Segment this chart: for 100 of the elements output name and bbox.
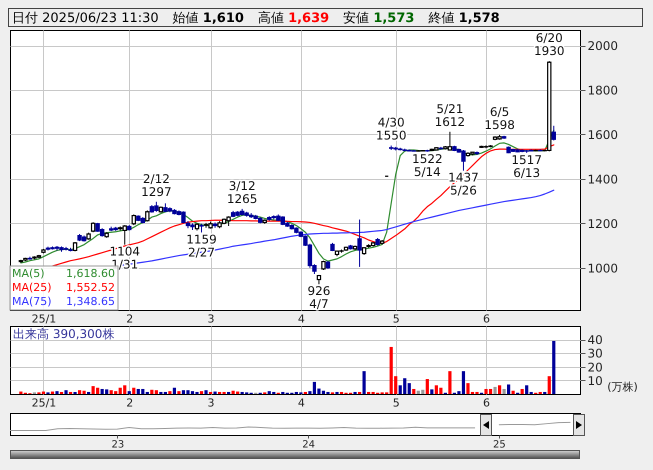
x-tick-label: 5 <box>392 396 400 410</box>
bar <box>412 388 416 394</box>
y-tick-label: 1800 <box>588 84 618 98</box>
annotation: 6/20 <box>536 31 563 46</box>
annotation: 2/12 <box>142 172 170 186</box>
y-tick-label: 2000 <box>588 39 618 54</box>
bar <box>232 390 235 394</box>
series-label: MA(5) <box>12 267 45 280</box>
bar <box>190 391 194 394</box>
x-tick-label: 4 <box>298 312 305 326</box>
y-tick-label: 40 <box>588 333 603 348</box>
annotation: 1,618.60 <box>66 267 115 280</box>
bar <box>466 383 470 394</box>
bar <box>462 371 466 394</box>
bar <box>520 388 524 394</box>
text: 高値 1,639 <box>258 11 330 26</box>
bar <box>172 388 176 394</box>
x-tick-label: 2 <box>126 312 134 326</box>
candlestick <box>132 214 136 226</box>
bar <box>498 385 502 394</box>
annotation: 926 <box>307 284 330 298</box>
text: 終値 1,578 <box>428 11 500 26</box>
annotation: 6/5 <box>490 104 510 119</box>
bar <box>128 391 131 394</box>
bar <box>552 340 556 394</box>
bar <box>204 390 208 394</box>
bar <box>78 390 82 394</box>
y-tick-label: 1600 <box>588 128 618 142</box>
text: 安値 1,573 <box>343 11 414 26</box>
candlestick <box>321 260 326 270</box>
annotation: 1104 <box>109 244 140 259</box>
bar <box>426 379 429 394</box>
annotation: 5/26 <box>450 184 477 198</box>
bar <box>132 388 136 394</box>
bar <box>200 391 204 394</box>
bar <box>439 388 442 394</box>
bar <box>92 386 95 394</box>
y-tick-label: 1400 <box>588 172 618 186</box>
annotation: 3/12 <box>228 178 256 193</box>
annotation: 1517 <box>511 152 542 167</box>
x-tick-label: 25/1 <box>32 312 56 326</box>
bar <box>322 390 326 394</box>
candlestick <box>226 216 231 226</box>
x-tick-label: 6 <box>483 396 490 410</box>
bar <box>430 389 434 394</box>
bar <box>484 388 488 394</box>
y-tick-label: 30 <box>588 346 603 361</box>
annotation: 4/7 <box>309 297 329 312</box>
bar <box>448 371 452 394</box>
text: MA(75) <box>12 295 52 308</box>
annotation: 6/13 <box>513 166 540 180</box>
bar <box>507 384 510 394</box>
candlestick <box>90 222 96 233</box>
annotation: 1612 <box>434 114 466 129</box>
x-tick-label: 25 <box>493 440 506 450</box>
annotation: 1,348.65 <box>66 295 115 308</box>
x-tick-label: 2 <box>126 396 134 410</box>
bar <box>177 391 181 394</box>
annotation: 5/14 <box>414 164 441 179</box>
annotation: 1598 <box>484 118 515 132</box>
bar <box>502 388 506 394</box>
annotation: 1550 <box>376 128 406 143</box>
bar <box>186 390 190 394</box>
annotation: 4/30 <box>378 116 405 130</box>
bar <box>168 391 172 394</box>
bar <box>548 376 551 394</box>
y-tick-label: 1200 <box>588 216 618 231</box>
annotation: 1265 <box>226 192 258 206</box>
annotation: 1159 <box>186 232 217 246</box>
annotation: 1522 <box>412 152 443 166</box>
annotation: 1,552.52 <box>66 281 115 294</box>
x-tick-label: 25/1 <box>32 396 56 410</box>
chart-title: 出来高 390,300株 <box>13 327 114 341</box>
x-tick-label: 23 <box>111 440 124 450</box>
bar <box>55 391 59 394</box>
x-tick-label: 3 <box>208 396 215 410</box>
bar <box>182 390 186 394</box>
x-tick-label: 24 <box>302 440 315 450</box>
x-tick-label: 6 <box>483 312 490 326</box>
annotation: 5/21 <box>436 102 464 116</box>
annotation: 1930 <box>534 44 565 58</box>
bar <box>312 382 316 394</box>
y-axis-title: (万株) <box>607 380 638 394</box>
candlestick <box>72 242 78 252</box>
bar <box>362 371 366 394</box>
x-tick-label: 5 <box>392 312 400 326</box>
y-tick-label: 1000 <box>588 261 618 276</box>
x-tick-label: 4 <box>298 396 305 410</box>
annotation: 1297 <box>141 184 172 199</box>
y-tick-label: 20 <box>588 360 603 374</box>
candlestick <box>357 219 362 268</box>
text: 日付 2025/06/23 11:30 <box>12 11 159 26</box>
text: 始値 1,610 <box>172 11 244 26</box>
bar <box>82 390 86 394</box>
bar <box>488 388 492 394</box>
bar <box>493 386 497 394</box>
x-tick-label: 3 <box>208 312 215 326</box>
candlestick <box>552 125 556 141</box>
y-tick-label: 10 <box>588 374 603 388</box>
bar <box>512 390 515 394</box>
